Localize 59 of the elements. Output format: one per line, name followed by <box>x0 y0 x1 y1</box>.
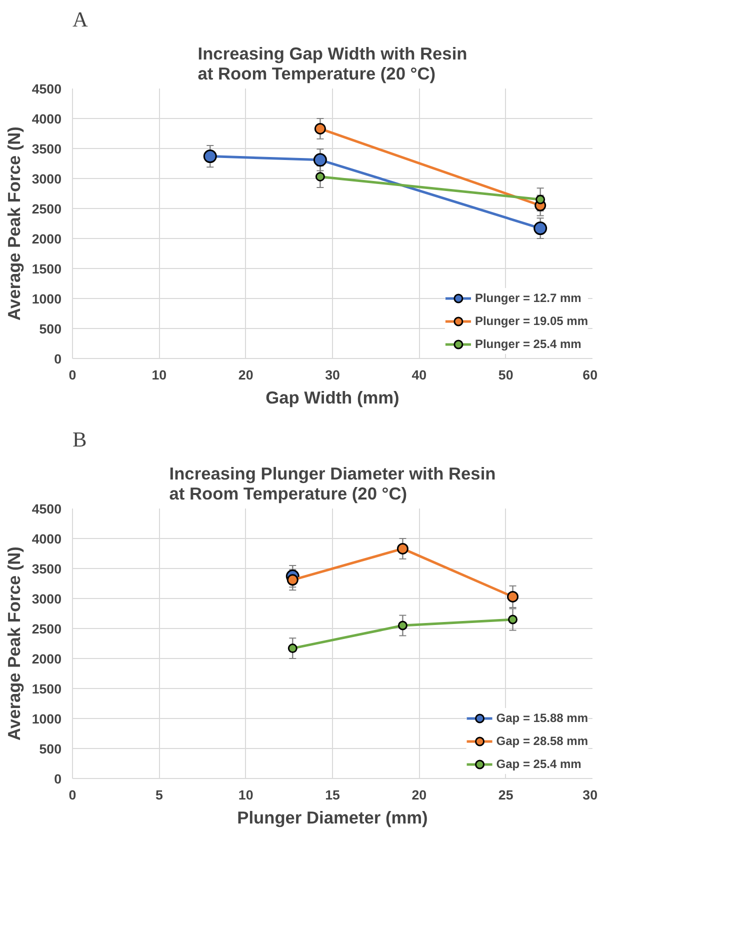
y-tick-label: 1500 <box>32 682 62 696</box>
x-tick-label: 40 <box>412 368 427 382</box>
x-tick-label: 30 <box>582 788 598 802</box>
y-tick-label: 4500 <box>32 82 62 96</box>
y-tick-label: 3500 <box>32 562 62 576</box>
y-tick-label: 1000 <box>32 712 62 726</box>
point <box>313 153 327 167</box>
y-tick-label: 2500 <box>32 202 62 216</box>
y-axis-title: Average Peak Force (N) <box>4 126 24 320</box>
point <box>398 620 408 630</box>
x-tick-label: 5 <box>155 788 164 802</box>
point <box>203 150 217 164</box>
y-tick-label: 1000 <box>32 292 62 306</box>
y-tick-label: 500 <box>39 322 62 336</box>
legend-label: Plunger = 25.4 mm <box>474 337 582 351</box>
point <box>314 122 326 134</box>
x-tick-label: 20 <box>412 788 427 802</box>
x-tick-label: 20 <box>238 368 254 382</box>
text: A <box>72 8 88 32</box>
point <box>534 222 548 236</box>
legend-label: Plunger = 19.05 mm <box>474 314 588 328</box>
x-tick-label: 10 <box>152 368 167 382</box>
x-tick-label: 60 <box>582 368 598 382</box>
x-axis-title: Plunger Diameter (mm) <box>237 808 428 828</box>
y-tick-label: 3000 <box>32 172 62 186</box>
y-tick-label: 0 <box>54 772 62 786</box>
y-tick-label: 2500 <box>32 622 62 636</box>
y-tick-label: 1500 <box>32 262 62 276</box>
y-tick-label: 3000 <box>32 592 62 606</box>
x-tick-label: 30 <box>325 368 340 382</box>
y-axis-title: Average Peak Force (N) <box>4 546 24 740</box>
point <box>508 614 518 624</box>
y-tick-label: 4500 <box>32 502 62 516</box>
point <box>315 172 325 182</box>
y-tick-label: 0 <box>54 352 62 366</box>
x-tick-label: 10 <box>238 788 254 802</box>
point <box>536 194 546 204</box>
chart-title: Increasing Gap Width with Resin at Room Temperature (20 °C) <box>198 44 468 84</box>
point <box>396 542 408 554</box>
legend-label: Gap = 28.58 mm <box>496 734 588 748</box>
text: B <box>72 428 87 452</box>
x-tick-label: 15 <box>325 788 340 802</box>
point <box>288 644 298 654</box>
x-tick-label: 0 <box>68 788 76 802</box>
y-tick-label: 2000 <box>32 652 62 666</box>
x-tick-label: 0 <box>68 368 76 382</box>
point <box>507 590 519 602</box>
legend-label: Gap = 15.88 mm <box>496 711 588 725</box>
legend-label: Plunger = 12.7 mm <box>474 291 582 305</box>
legend-label: Gap = 25.4 mm <box>496 757 582 771</box>
y-tick-label: 4000 <box>32 532 62 546</box>
x-axis-title: Gap Width (mm) <box>266 388 400 408</box>
y-tick-label: 2000 <box>32 232 62 246</box>
chart-title: Increasing Plunger Diameter with Resin at Room Temperature (20 °C) <box>169 464 496 504</box>
x-tick-label: 50 <box>498 368 514 382</box>
y-tick-label: 500 <box>39 742 62 756</box>
y-tick-label: 4000 <box>32 112 62 126</box>
x-tick-label: 25 <box>498 788 514 802</box>
y-tick-label: 3500 <box>32 142 62 156</box>
